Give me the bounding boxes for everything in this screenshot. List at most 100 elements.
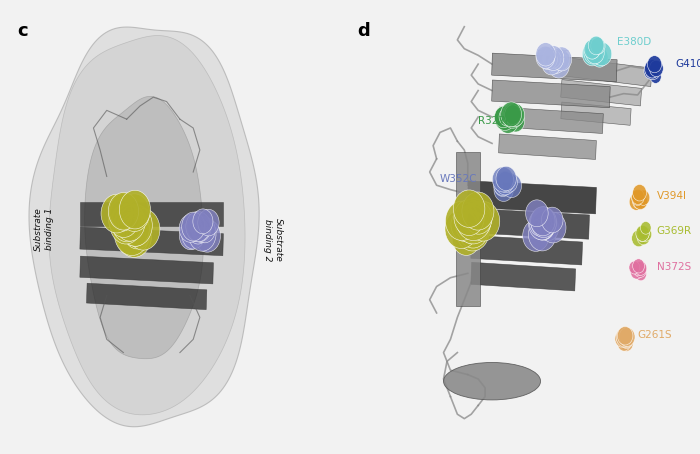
Ellipse shape (502, 174, 522, 197)
Ellipse shape (615, 330, 629, 347)
Ellipse shape (455, 202, 491, 244)
Polygon shape (80, 202, 223, 226)
Ellipse shape (631, 264, 643, 279)
Ellipse shape (492, 167, 513, 192)
Ellipse shape (505, 104, 524, 127)
Ellipse shape (531, 211, 555, 240)
Ellipse shape (182, 221, 205, 249)
Ellipse shape (617, 336, 631, 351)
Polygon shape (561, 57, 652, 87)
Polygon shape (85, 96, 204, 359)
Ellipse shape (631, 189, 644, 204)
Ellipse shape (620, 336, 634, 351)
Polygon shape (561, 102, 631, 125)
Polygon shape (491, 53, 617, 82)
Ellipse shape (648, 56, 661, 73)
Ellipse shape (454, 199, 484, 236)
Ellipse shape (637, 229, 650, 245)
Polygon shape (561, 79, 642, 106)
Ellipse shape (538, 47, 558, 69)
Ellipse shape (108, 192, 139, 230)
Ellipse shape (456, 211, 489, 251)
Ellipse shape (634, 193, 648, 210)
Ellipse shape (548, 53, 569, 78)
Polygon shape (456, 152, 480, 306)
Ellipse shape (179, 214, 202, 242)
Ellipse shape (584, 39, 601, 59)
Polygon shape (29, 27, 259, 427)
Ellipse shape (494, 106, 515, 130)
Ellipse shape (494, 173, 512, 196)
Ellipse shape (188, 217, 216, 251)
Ellipse shape (637, 226, 649, 241)
Ellipse shape (195, 217, 215, 243)
Ellipse shape (495, 171, 515, 195)
Ellipse shape (538, 216, 559, 241)
Ellipse shape (528, 209, 555, 240)
Ellipse shape (542, 207, 563, 233)
Ellipse shape (497, 172, 514, 192)
Ellipse shape (650, 60, 664, 77)
Ellipse shape (458, 212, 488, 248)
Ellipse shape (635, 261, 647, 276)
Ellipse shape (466, 202, 500, 241)
Ellipse shape (540, 212, 566, 243)
Ellipse shape (109, 193, 138, 229)
Ellipse shape (523, 220, 549, 252)
Ellipse shape (637, 190, 650, 205)
Ellipse shape (462, 192, 494, 230)
Ellipse shape (586, 42, 604, 64)
Ellipse shape (108, 199, 139, 237)
Ellipse shape (543, 46, 564, 70)
Ellipse shape (636, 225, 650, 242)
Ellipse shape (629, 261, 640, 274)
Ellipse shape (591, 37, 605, 54)
Ellipse shape (198, 209, 219, 236)
Ellipse shape (501, 173, 517, 192)
Ellipse shape (193, 209, 213, 234)
Ellipse shape (116, 214, 152, 257)
Ellipse shape (457, 211, 484, 242)
Ellipse shape (591, 47, 608, 67)
Ellipse shape (111, 204, 142, 242)
Text: R327K: R327K (478, 116, 512, 126)
Ellipse shape (500, 102, 522, 127)
Ellipse shape (186, 212, 210, 242)
Ellipse shape (582, 42, 602, 66)
Polygon shape (80, 227, 223, 256)
Ellipse shape (633, 184, 647, 201)
Ellipse shape (445, 209, 478, 248)
Ellipse shape (629, 193, 643, 210)
Ellipse shape (124, 216, 150, 249)
Ellipse shape (530, 210, 555, 240)
Ellipse shape (499, 108, 514, 126)
Ellipse shape (498, 109, 519, 133)
Ellipse shape (465, 202, 492, 234)
Ellipse shape (545, 49, 561, 69)
Ellipse shape (194, 219, 220, 252)
Ellipse shape (593, 50, 607, 66)
Polygon shape (471, 262, 575, 291)
Ellipse shape (646, 61, 660, 78)
Ellipse shape (101, 194, 132, 233)
Ellipse shape (635, 267, 647, 281)
Ellipse shape (640, 222, 651, 234)
Ellipse shape (585, 42, 600, 59)
Ellipse shape (529, 210, 552, 236)
Ellipse shape (192, 218, 211, 242)
Ellipse shape (121, 212, 149, 247)
Text: Substrate
binding 1: Substrate binding 1 (34, 207, 54, 251)
Ellipse shape (457, 204, 489, 242)
Ellipse shape (444, 362, 540, 400)
Polygon shape (49, 35, 245, 415)
Polygon shape (498, 134, 596, 159)
Ellipse shape (542, 52, 561, 75)
Ellipse shape (633, 259, 645, 273)
Text: Substrate
binding 2: Substrate binding 2 (263, 218, 283, 262)
Ellipse shape (588, 36, 604, 55)
Ellipse shape (631, 230, 646, 247)
Ellipse shape (640, 227, 652, 241)
Ellipse shape (505, 105, 521, 124)
Ellipse shape (494, 178, 513, 202)
Text: G261S: G261S (638, 330, 672, 340)
